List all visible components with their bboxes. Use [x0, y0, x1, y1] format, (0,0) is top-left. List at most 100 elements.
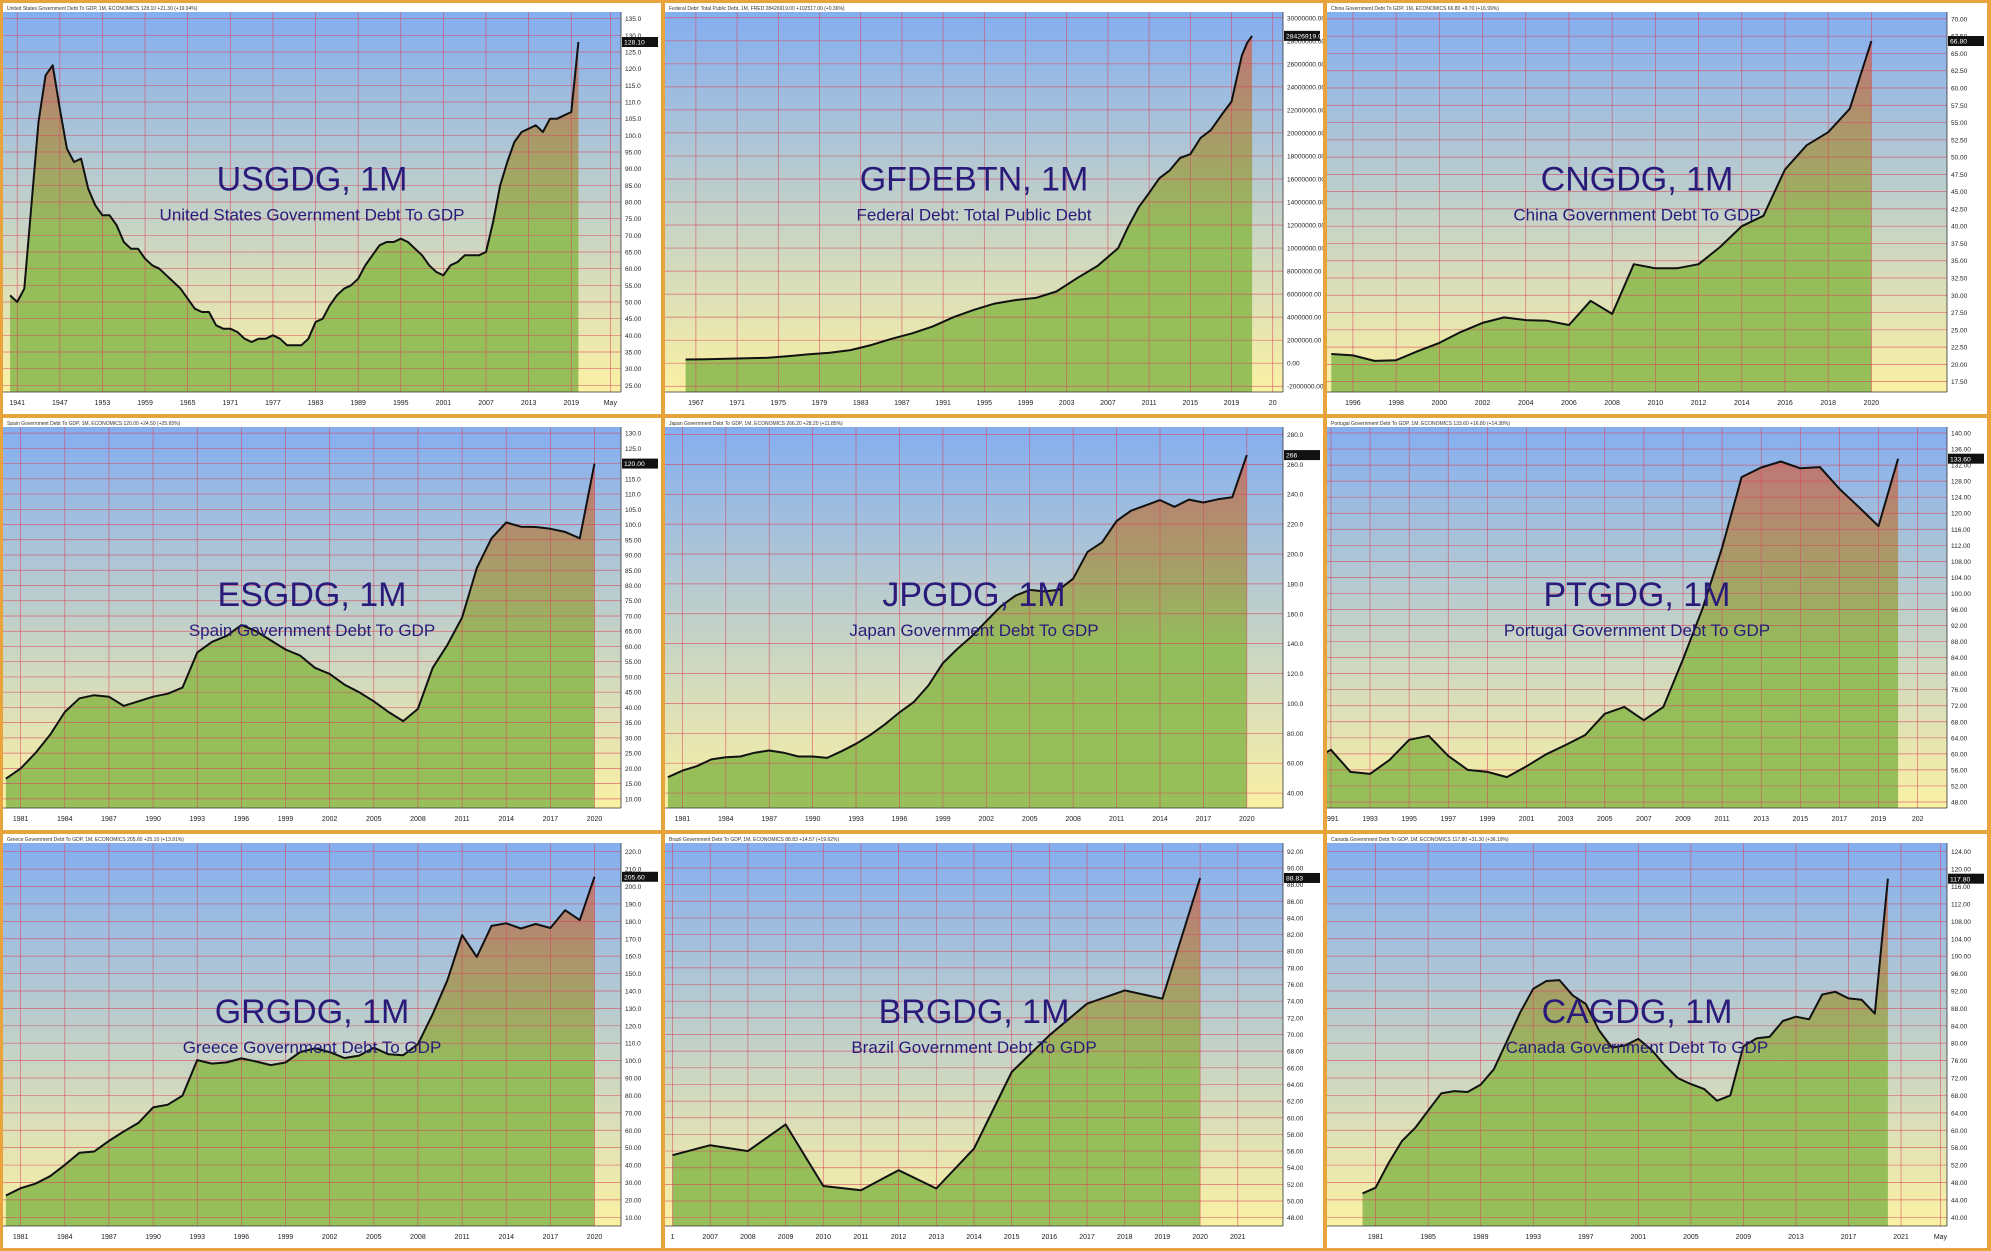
y-tick-label: 60.00 [1951, 1128, 1968, 1135]
x-tick-label: 2006 [1561, 400, 1577, 407]
y-tick-label: 80.00 [1287, 731, 1304, 738]
y-tick-label: 60.00 [625, 266, 642, 273]
y-tick-label: 128.00 [1951, 479, 1971, 486]
y-tick-label: 72.00 [1951, 1076, 1968, 1083]
area-fill [1362, 878, 1888, 1226]
y-tick-label: 35.00 [625, 350, 642, 357]
y-tick-label: 6000000.00 [1287, 292, 1322, 299]
y-tick-label: 65.00 [625, 250, 642, 257]
header-bar [3, 834, 621, 843]
symbol-title: ESGDG, 1M [218, 576, 407, 614]
y-tick-label: 190.0 [625, 901, 642, 908]
y-tick-label: 22.50 [1951, 345, 1968, 352]
y-tick-label: 136.00 [1951, 447, 1971, 454]
last-value-badge [622, 871, 658, 882]
series-line [667, 454, 1248, 779]
last-value-label: 88.83 [1286, 876, 1303, 883]
y-tick-label: 10.00 [625, 796, 642, 803]
y-tick-label: 20000000.00 [1287, 130, 1323, 137]
y-tick-label: 180.0 [1287, 581, 1304, 588]
last-value-label: 266 [1286, 453, 1298, 460]
y-tick-label: 100.0 [625, 133, 642, 140]
x-tick-label: 1990 [145, 1234, 161, 1241]
chart-svg: United States Government Debt To GDP, 1M… [3, 3, 661, 414]
symbol-description: Greece Government Debt To GDP [183, 1038, 442, 1057]
x-tick-label: 1989 [350, 400, 366, 407]
y-axis-panel [1947, 3, 1987, 414]
y-tick-label: 40.00 [1951, 1215, 1968, 1222]
y-tick-label: 60.00 [1287, 761, 1304, 768]
x-tick-label: 2001 [1631, 1234, 1647, 1241]
symbol-title: CNGDG, 1M [1541, 161, 1734, 199]
x-tick-label: 1990 [805, 816, 821, 823]
x-tick-label: 2012 [1691, 400, 1707, 407]
x-tick-label: 1947 [52, 400, 68, 407]
y-tick-label: 64.00 [1951, 735, 1968, 742]
y-tick-label: 56.00 [1951, 1145, 1968, 1152]
x-tick-label: 1987 [761, 816, 777, 823]
x-tick-label: 1995 [977, 400, 993, 407]
x-tick-label: 2015 [1183, 400, 1199, 407]
y-tick-label: 32.50 [1951, 276, 1968, 283]
x-tick-label: 2000 [1432, 400, 1448, 407]
x-tick-label: May [1934, 1234, 1948, 1241]
y-tick-label: 220.0 [625, 849, 642, 856]
y-tick-label: 260.0 [1287, 462, 1304, 469]
x-tick-label: 2018 [1117, 1234, 1133, 1241]
y-tick-label: 120.00 [1951, 867, 1971, 874]
y-tick-label: 92.00 [1951, 988, 1968, 995]
header-bar [1327, 834, 1947, 843]
x-axis-panel [1327, 1226, 1947, 1248]
y-tick-label: 16000000.00 [1287, 176, 1323, 183]
y-tick-label: 85.00 [625, 183, 642, 190]
x-tick-label: 1984 [57, 1234, 73, 1241]
y-tick-label: 100.00 [1951, 591, 1971, 598]
last-value-label: 133.60 [1950, 456, 1971, 463]
y-tick-label: 100.0 [625, 522, 642, 529]
x-tick-label: 1941 [9, 400, 25, 407]
y-tick-label: 62.00 [1287, 1099, 1304, 1106]
x-tick-label: 2021 [1893, 1234, 1909, 1241]
area-fill [1331, 41, 1872, 392]
y-tick-label: 116.00 [1951, 527, 1971, 534]
y-tick-label: 35.00 [625, 720, 642, 727]
x-tick-label: 1981 [13, 816, 29, 823]
x-tick-label: 2001 [436, 400, 452, 407]
chart-header: Greece Government Debt To GDP, 1M, ECONO… [7, 837, 184, 843]
y-axis-panel [621, 3, 661, 414]
x-tick-label: 1990 [145, 816, 161, 823]
symbol-title: GFDEBTN, 1M [860, 161, 1089, 199]
last-value-label: 28426919.00 [1286, 33, 1323, 40]
y-tick-label: 37.50 [1951, 241, 1968, 248]
y-tick-label: 68.00 [1951, 719, 1968, 726]
chart-svg: Portugal Government Debt To GDP, 1M, ECO… [1327, 418, 1987, 830]
chart-svg: Japan Government Debt To GDP, 1M, ECONOM… [665, 418, 1323, 830]
x-tick-label: 2020 [587, 816, 603, 823]
y-tick-label: 115.0 [625, 83, 641, 90]
x-tick-label: 1999 [1018, 400, 1034, 407]
symbol-title: CAGDG, 1M [1542, 993, 1733, 1031]
header-bar [665, 418, 1283, 427]
chart-svg: China Government Debt To GDP, 1M, ECONOM… [1327, 3, 1987, 414]
header-bar [3, 418, 621, 427]
y-tick-label: 96.00 [1951, 971, 1968, 978]
y-tick-label: 115.0 [625, 476, 641, 483]
y-tick-label: 88.00 [1287, 882, 1304, 889]
y-tick-label: 52.00 [1287, 1182, 1304, 1189]
y-tick-label: 58.00 [1287, 1132, 1304, 1139]
x-axis-panel [665, 808, 1283, 830]
x-axis-panel [1327, 808, 1947, 830]
x-tick-label: 2019 [1224, 400, 1240, 407]
symbol-description: Federal Debt: Total Public Debt [857, 206, 1092, 225]
x-tick-label: 1959 [137, 400, 153, 407]
chart-panel: Japan Government Debt To GDP, 1M, ECONOM… [665, 418, 1323, 830]
x-axis-panel [3, 1226, 621, 1248]
x-tick-label: 2014 [498, 816, 514, 823]
y-tick-label: 95.00 [625, 537, 642, 544]
y-tick-label: 42.50 [1951, 206, 1968, 213]
y-tick-label: 70.00 [1951, 16, 1968, 23]
area-fill [672, 878, 1201, 1226]
y-tick-label: 140.0 [1287, 641, 1304, 648]
x-tick-label: 2017 [1841, 1234, 1857, 1241]
